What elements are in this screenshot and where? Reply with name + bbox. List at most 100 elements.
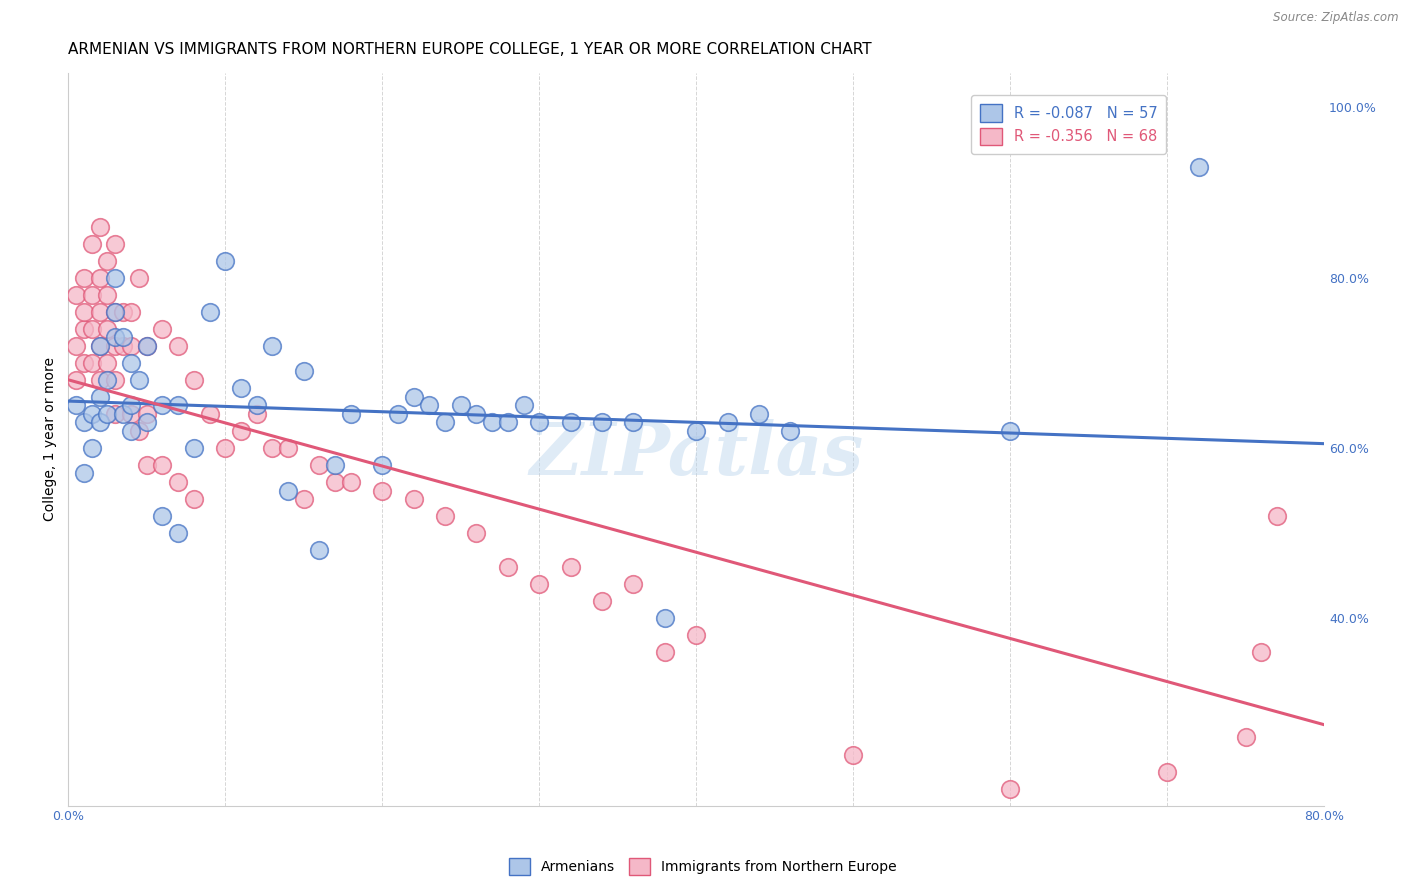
Point [104,373,127,387]
Point [481,416,503,430]
Point [104,270,127,285]
Text: ZIPatlas: ZIPatlas [529,418,863,490]
Point [654,645,676,659]
Legend: Armenians, Immigrants from Northern Europe: Armenians, Immigrants from Northern Euro… [503,853,903,880]
Point [112,407,135,421]
Point [96,253,118,268]
Point [323,475,346,489]
Point [529,416,551,430]
Point [434,416,457,430]
Point [167,339,190,353]
Point [89,390,111,404]
Point [65,287,87,301]
Point [120,424,142,438]
Point [496,560,519,574]
Point [96,407,118,421]
Point [152,458,174,472]
Point [842,747,865,762]
Point [104,304,127,318]
Point [371,483,394,498]
Point [96,356,118,370]
Point [89,373,111,387]
Point [89,304,111,318]
Point [135,416,157,430]
Point [73,304,96,318]
Point [104,339,127,353]
Point [135,407,157,421]
Point [73,321,96,335]
Point [292,364,315,378]
Point [496,416,519,430]
Point [96,373,118,387]
Point [120,304,142,318]
Point [80,441,103,455]
Point [73,416,96,430]
Point [1265,509,1288,524]
Point [104,304,127,318]
Point [998,424,1021,438]
Point [112,304,135,318]
Point [89,339,111,353]
Point [80,287,103,301]
Point [465,526,488,541]
Point [434,509,457,524]
Point [183,373,205,387]
Point [80,236,103,251]
Point [80,407,103,421]
Text: Source: ZipAtlas.com: Source: ZipAtlas.com [1274,11,1399,24]
Point [73,270,96,285]
Point [128,424,150,438]
Point [308,458,330,472]
Point [340,407,363,421]
Point [112,339,135,353]
Point [717,416,740,430]
Point [96,321,118,335]
Point [198,407,221,421]
Point [73,356,96,370]
Point [120,339,142,353]
Point [246,398,269,412]
Point [96,287,118,301]
Point [183,441,205,455]
Point [214,253,236,268]
Point [529,577,551,591]
Point [685,424,707,438]
Point [654,611,676,625]
Point [73,467,96,481]
Point [1156,764,1178,779]
Point [623,577,645,591]
Point [1234,731,1257,745]
Point [229,381,252,395]
Point [591,594,613,608]
Point [89,416,111,430]
Point [560,416,582,430]
Point [214,441,236,455]
Point [512,398,534,412]
Point [340,475,363,489]
Point [591,416,613,430]
Point [89,339,111,353]
Point [128,373,150,387]
Y-axis label: College, 1 year or more: College, 1 year or more [44,358,58,522]
Point [308,543,330,558]
Point [560,560,582,574]
Point [277,483,299,498]
Point [418,398,440,412]
Point [387,407,409,421]
Point [465,407,488,421]
Point [120,407,142,421]
Point [292,491,315,506]
Point [198,304,221,318]
Point [152,398,174,412]
Point [65,373,87,387]
Point [623,416,645,430]
Point [167,475,190,489]
Point [167,398,190,412]
Point [89,219,111,234]
Point [120,356,142,370]
Point [685,628,707,642]
Point [998,781,1021,796]
Point [152,509,174,524]
Point [135,339,157,353]
Point [402,491,425,506]
